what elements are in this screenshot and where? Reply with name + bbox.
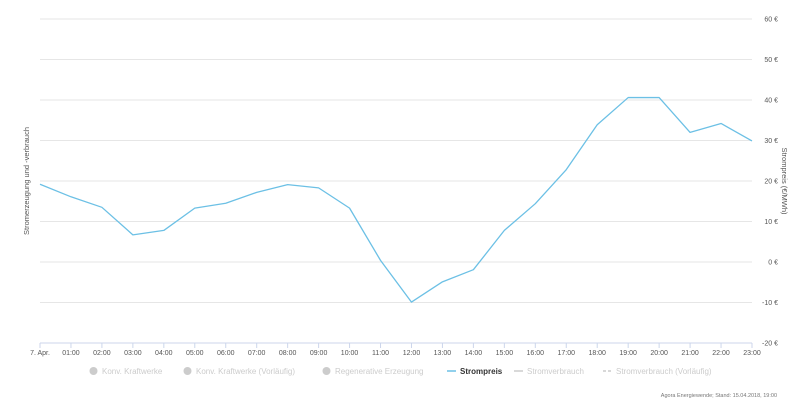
data-point[interactable] — [285, 182, 291, 188]
x-tick-label: 20:00 — [650, 350, 668, 357]
legend-item[interactable]: Strompreis — [447, 367, 503, 376]
data-point[interactable] — [532, 201, 538, 207]
y-tick-label: 10 € — [764, 219, 778, 226]
x-tick-label: 04:00 — [155, 350, 173, 357]
data-point[interactable] — [470, 267, 476, 273]
x-tick-label: 10:00 — [341, 350, 359, 357]
legend-label: Strompreis — [460, 367, 503, 376]
series-area — [37, 95, 755, 305]
data-point[interactable] — [378, 257, 384, 263]
data-point[interactable] — [563, 167, 569, 173]
x-tick-label: 23:00 — [743, 350, 761, 357]
x-tick-label: 01:00 — [62, 350, 80, 357]
y-tick-label: -20 € — [762, 341, 778, 348]
x-tick-label: 05:00 — [186, 350, 204, 357]
data-point[interactable] — [439, 279, 445, 285]
data-point[interactable] — [130, 232, 136, 238]
x-tick-label: 03:00 — [124, 350, 142, 357]
y-tick-label: 50 € — [764, 57, 778, 64]
x-tick-label: 14:00 — [465, 350, 483, 357]
legend-label: Stromverbrauch (Vorläufig) — [616, 367, 712, 376]
y-tick-label: 20 € — [764, 179, 778, 186]
x-tick-label: 17:00 — [557, 350, 575, 357]
legend-label: Konv. Kraftwerke (Vorläufig) — [196, 367, 295, 376]
x-tick-label: 08:00 — [279, 350, 297, 357]
data-point[interactable] — [625, 95, 631, 101]
series-line-strompreis[interactable] — [39, 96, 753, 303]
y-tick-label: 0 € — [768, 260, 778, 267]
x-tick-label: 16:00 — [527, 350, 545, 357]
data-point[interactable] — [223, 200, 229, 206]
y-axis-right-title: Strompreis (€/MWh) — [780, 147, 789, 215]
data-point[interactable] — [408, 299, 414, 305]
x-tick-label: 07:00 — [248, 350, 266, 357]
legend-item[interactable]: Stromverbrauch — [514, 367, 584, 376]
data-point[interactable] — [99, 204, 105, 210]
data-point[interactable] — [161, 227, 167, 233]
data-point[interactable] — [718, 120, 724, 126]
legend-item[interactable]: Regenerative Erzeugung — [322, 367, 424, 376]
legend-item[interactable]: Konv. Kraftwerke — [89, 367, 163, 376]
data-point[interactable] — [37, 181, 43, 187]
legend-label: Regenerative Erzeugung — [335, 367, 424, 376]
x-tick-label: 12:00 — [403, 350, 421, 357]
x-tick-label: 06:00 — [217, 350, 235, 357]
grid-lines — [40, 18, 752, 344]
x-tick-label: 22:00 — [712, 350, 730, 357]
data-point[interactable] — [687, 129, 693, 135]
legend-marker — [322, 367, 331, 375]
y-tick-label: 30 € — [764, 138, 778, 145]
credit-text: Agora Energiewende; Stand: 15.04.2018, 1… — [661, 393, 777, 399]
data-point[interactable] — [316, 185, 322, 191]
y-axis-right-ticks: -20 € -10 € 0 € 10 € 20 € 30 € 40 € 50 € 60 € — [762, 17, 778, 348]
x-tick-label: 13:00 — [434, 350, 452, 357]
legend-label: Stromverbrauch — [527, 367, 584, 376]
data-point[interactable] — [501, 227, 507, 233]
legend-item[interactable]: Stromverbrauch (Vorläufig) — [603, 367, 712, 376]
legend-marker — [89, 367, 98, 375]
x-tick-label: 11:00 — [372, 350, 389, 357]
legend-marker — [183, 367, 192, 375]
y-tick-label: 40 € — [764, 98, 778, 105]
x-tick-label: 21:00 — [681, 350, 699, 357]
x-tick-label: 15:00 — [496, 350, 514, 357]
x-tick-label: 09:00 — [310, 350, 328, 357]
x-tick-label: 18:00 — [588, 350, 606, 357]
y-tick-label: -10 € — [762, 300, 778, 307]
data-point[interactable] — [594, 122, 600, 128]
x-tick-label: 7. Apr. — [30, 350, 50, 357]
legend: Konv. Kraftwerke Konv. Kraftwerke (Vorläu… — [89, 367, 712, 376]
legend-label: Konv. Kraftwerke — [102, 367, 163, 376]
x-tick-label: 19:00 — [619, 350, 637, 357]
x-tick-label: 02:00 — [93, 350, 111, 357]
data-point[interactable] — [192, 205, 198, 211]
data-point[interactable] — [656, 95, 662, 101]
y-axis-left-title: Stromerzeugung und -verbrauch — [22, 127, 31, 235]
data-point[interactable] — [347, 205, 353, 211]
data-point[interactable] — [68, 194, 74, 200]
data-point[interactable] — [749, 138, 755, 144]
y-tick-label: 60 € — [764, 17, 778, 24]
legend-item[interactable]: Konv. Kraftwerke (Vorläufig) — [183, 367, 296, 376]
data-point[interactable] — [254, 189, 260, 195]
x-axis: 7. Apr. 01:00 02:00 03:00 04:00 05:00 06:00 07:… — [30, 342, 761, 357]
